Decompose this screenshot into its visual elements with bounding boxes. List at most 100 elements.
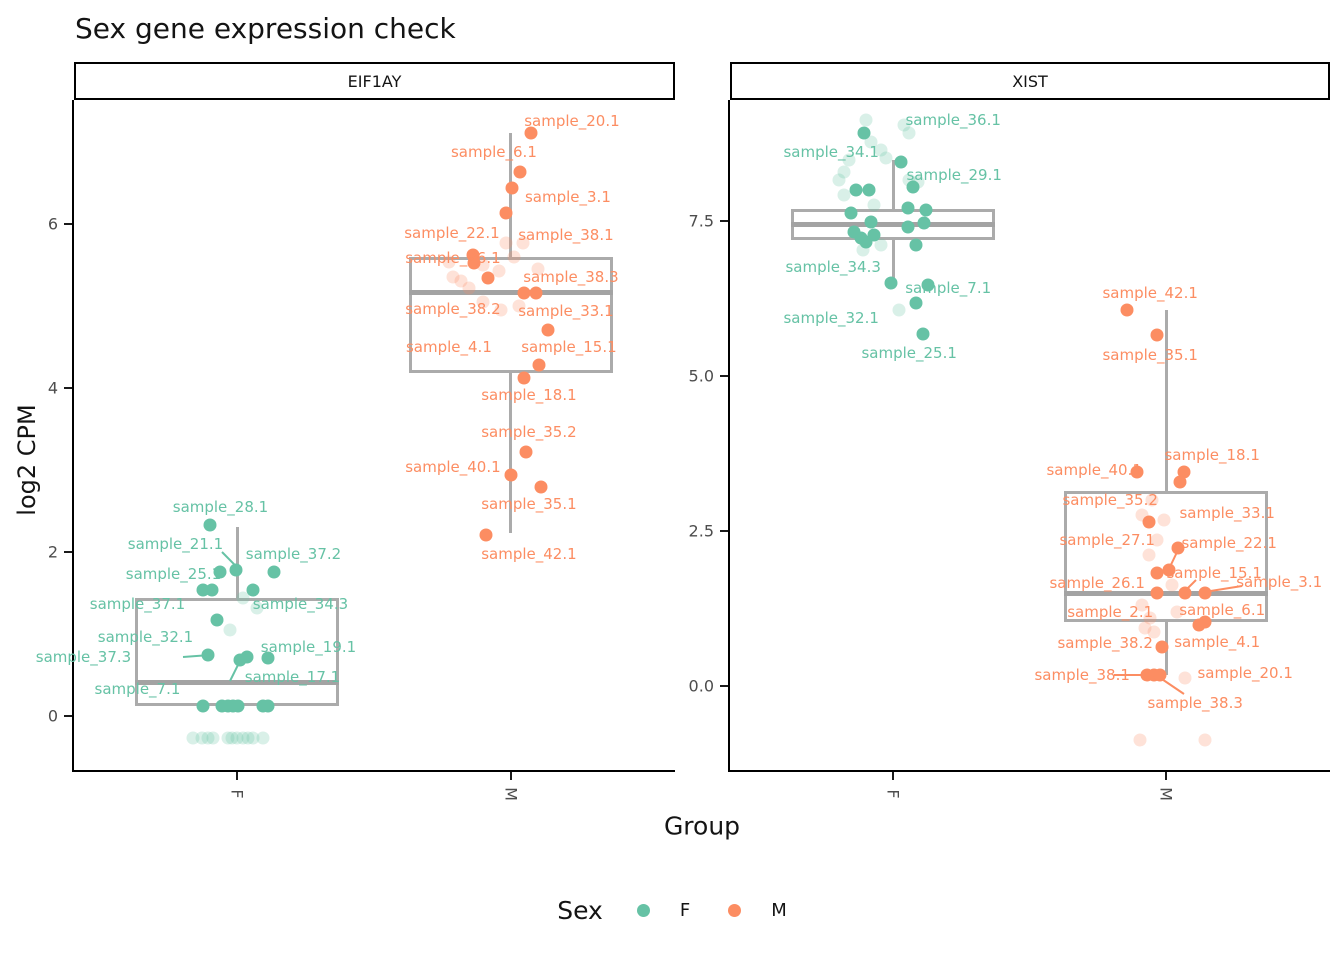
data-point <box>902 126 916 140</box>
legend-dot-m-icon <box>728 903 742 917</box>
data-point <box>1198 733 1212 747</box>
data-point <box>516 236 530 250</box>
data-point <box>1157 513 1171 527</box>
point-label: sample_4.1 <box>405 337 492 356</box>
data-point-sample_26.1 <box>1150 566 1164 580</box>
point-label: sample_29.1 <box>906 166 1002 185</box>
data-point <box>1133 733 1147 747</box>
point-label: sample_38.3 <box>523 268 619 287</box>
data-point <box>1143 611 1157 625</box>
point-label: sample_21.1 <box>127 534 224 553</box>
data-point <box>1138 621 1152 635</box>
point-label: sample_38.2 <box>405 300 501 319</box>
point-label: sample_15.1 <box>1166 564 1262 583</box>
x-axis-title: Group <box>663 811 741 841</box>
data-point <box>507 250 521 264</box>
y-tick-label: 2 <box>47 542 58 562</box>
point-label: sample_7.1 <box>94 679 181 698</box>
legend-label-f: F <box>679 899 691 921</box>
x-axis-line <box>728 770 1330 772</box>
data-point <box>897 118 911 132</box>
data-point <box>901 220 915 234</box>
data-point <box>1150 533 1164 547</box>
data-point <box>531 262 545 276</box>
data-point-sample_32.1 <box>210 613 224 627</box>
boxplot-median-line <box>408 290 613 296</box>
boxplot-median-line <box>1064 590 1269 596</box>
point-label: sample_40.1 <box>1046 461 1142 480</box>
data-point-sample_32.1 <box>909 296 923 310</box>
boxplot-upper-whisker <box>235 527 239 598</box>
point-label: sample_3.1 <box>524 187 611 206</box>
data-point <box>879 151 893 165</box>
data-point <box>261 699 275 713</box>
data-point-sample_40.1 <box>1130 465 1144 479</box>
boxplot-upper-whisker <box>891 160 895 209</box>
point-label: sample_33.1 <box>518 301 614 320</box>
data-point <box>1145 493 1159 507</box>
data-point-sample_3.1 <box>1198 586 1212 600</box>
point-label: sample_36.1 <box>905 110 1001 129</box>
data-point <box>494 303 508 317</box>
x-axis-line <box>72 770 675 772</box>
point-label: sample_20.1 <box>524 112 620 131</box>
data-point <box>446 270 460 284</box>
data-point-sample_19.1 <box>261 651 275 665</box>
data-point <box>246 731 260 745</box>
point-label: sample_22.1 <box>404 223 500 242</box>
data-point-sample_35.1 <box>1150 328 1164 342</box>
point-label: sample_38.3 <box>1147 694 1243 712</box>
point-label: sample_32.1 <box>783 308 879 327</box>
data-point-sample_7.1 <box>196 699 210 713</box>
data-point <box>499 236 513 250</box>
point-label: sample_37.1 <box>89 595 186 614</box>
data-point-sample_15.1 <box>541 323 555 337</box>
point-label: sample_3.1 <box>1236 573 1323 592</box>
data-point <box>832 173 846 187</box>
label-leader-line <box>1114 674 1144 677</box>
point-label: sample_37.2 <box>245 545 342 564</box>
y-tick-label: 7.5 <box>688 211 714 231</box>
y-axis-line <box>728 100 730 770</box>
point-label: sample_20.1 <box>1197 664 1293 683</box>
data-point <box>492 264 506 278</box>
legend: Sex F M <box>0 890 1344 930</box>
y-tick-label: 2.5 <box>688 521 714 541</box>
data-point-sample_38.2 <box>1155 640 1169 654</box>
point-label: sample_6.1 <box>450 143 537 162</box>
data-point <box>864 135 878 149</box>
data-point-sample_42.1 <box>479 528 493 542</box>
data-point-sample_25.1 <box>916 327 930 341</box>
data-point <box>250 601 264 615</box>
point-label: sample_4.1 <box>1174 633 1261 652</box>
boxplot-median-line <box>791 221 996 227</box>
point-label: sample_18.1 <box>481 386 577 405</box>
point-label: sample_37.3 <box>35 647 132 666</box>
data-point <box>862 183 876 197</box>
data-point-sample_34.3 <box>246 583 260 597</box>
data-point-sample_35.1 <box>534 480 548 494</box>
data-point <box>201 731 215 745</box>
y-tick-mark <box>720 530 728 533</box>
point-label: sample_38.1 <box>518 226 614 245</box>
data-point-sample_38.3 <box>517 286 531 300</box>
data-point <box>859 113 873 127</box>
data-point-sample_4.1 <box>1192 618 1206 632</box>
point-label: sample_17.1 <box>244 668 341 687</box>
chart-title: Sex gene expression check <box>75 12 456 45</box>
data-point <box>462 281 476 295</box>
point-label: sample_35.2 <box>1062 491 1158 510</box>
data-point-sample_18.1 <box>517 371 531 385</box>
data-point-sample_25.1 <box>213 565 227 579</box>
point-label: sample_19.1 <box>260 637 357 656</box>
y-tick-mark <box>64 714 72 717</box>
x-tick-label: M <box>1156 787 1176 801</box>
data-point <box>919 203 933 217</box>
data-point <box>911 175 925 189</box>
point-label: sample_35.1 <box>481 495 577 514</box>
data-point-sample_33.1 <box>529 286 543 300</box>
data-point <box>236 591 250 605</box>
point-label: sample_35.2 <box>481 423 577 442</box>
point-label: sample_42.1 <box>481 545 577 564</box>
y-tick-mark <box>64 222 72 225</box>
